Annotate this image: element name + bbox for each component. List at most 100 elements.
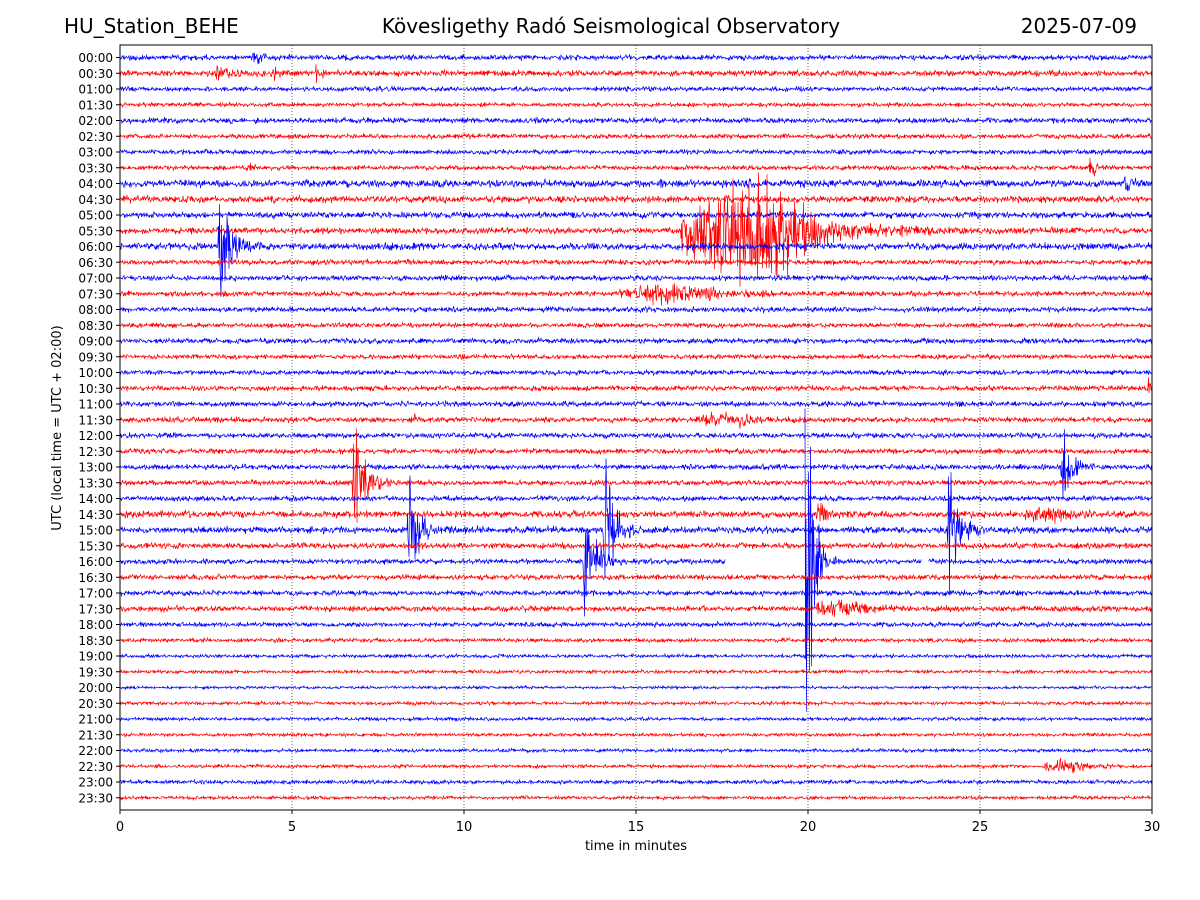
- trace-1430: [119, 502, 1153, 524]
- trace-0200: [119, 116, 1153, 125]
- trace-1330: [119, 428, 1153, 523]
- y-tick-label: 19:00: [78, 650, 113, 664]
- y-tick-label: 22:30: [78, 760, 113, 774]
- y-tick-label: 01:00: [78, 83, 113, 97]
- y-tick-label: 14:00: [78, 492, 113, 506]
- trace-0430: [119, 194, 1153, 205]
- trace-1030: [119, 377, 1153, 394]
- trace-1600: [119, 408, 1153, 712]
- y-tick-label: 21:00: [78, 713, 113, 727]
- trace-1900: [119, 652, 1153, 660]
- trace-2030: [119, 699, 1153, 707]
- trace-0100: [119, 84, 1153, 93]
- y-tick-label: 08:00: [78, 303, 113, 317]
- x-axis-ticks: 0 5 10 15 20 25 30: [116, 810, 1160, 835]
- x-tick-label: 10: [456, 820, 473, 835]
- trace-0400: [119, 176, 1152, 192]
- y-tick-label: 04:30: [78, 193, 113, 207]
- y-tick-label: 06:30: [78, 256, 113, 270]
- x-axis-label: time in minutes: [585, 839, 687, 854]
- y-tick-label: 23:00: [78, 776, 113, 790]
- y-tick-label: 07:00: [78, 272, 113, 286]
- trace-1300: [119, 429, 1153, 498]
- y-tick-label: 01:30: [78, 98, 113, 112]
- y-tick-label: 07:30: [78, 287, 113, 301]
- y-tick-label: 22:00: [78, 744, 113, 758]
- trace-0600: [119, 204, 1153, 297]
- trace-0730: [119, 283, 1153, 306]
- trace-2130: [119, 731, 1153, 738]
- trace-0500: [119, 210, 1153, 221]
- y-tick-label: 19:30: [78, 665, 113, 679]
- y-tick-label: 11:30: [78, 413, 113, 427]
- trace-2100: [119, 715, 1153, 723]
- y-tick-label: 15:00: [78, 524, 113, 538]
- trace-0700: [119, 273, 1153, 283]
- y-tick-label: 03:00: [78, 146, 113, 160]
- y-tick-label: 13:00: [78, 461, 113, 475]
- y-tick-label: 10:00: [78, 366, 113, 380]
- y-tick-label: 13:30: [78, 476, 113, 490]
- trace-0800: [119, 305, 1153, 315]
- trace-2300: [119, 778, 1153, 786]
- x-tick-label: 30: [1144, 820, 1161, 835]
- trace-2230: [119, 758, 1153, 774]
- trace-0530: [119, 172, 1153, 287]
- trace-1400: [119, 494, 1153, 503]
- trace-0130: [119, 101, 1153, 109]
- y-tick-label: 20:30: [78, 697, 113, 711]
- trace-0930: [119, 352, 1153, 361]
- y-tick-label: 10:30: [78, 382, 113, 396]
- trace-0300: [119, 147, 1153, 156]
- y-tick-label: 18:00: [78, 618, 113, 632]
- y-tick-label: 04:00: [78, 177, 113, 191]
- trace-2000: [119, 684, 1153, 691]
- y-tick-label: 14:30: [78, 508, 113, 522]
- grid-lines: [291, 45, 981, 810]
- y-axis-label: UTC (local time = UTC + 02:00): [50, 325, 65, 530]
- trace-1100: [119, 399, 1153, 409]
- y-tick-label: 20:00: [78, 681, 113, 695]
- y-tick-label: 11:00: [78, 398, 113, 412]
- trace-0030: [119, 64, 1153, 84]
- trace-0000: [119, 52, 1153, 64]
- y-tick-label: 05:30: [78, 224, 113, 238]
- x-tick-label: 20: [800, 820, 817, 835]
- seismic-traces: [119, 52, 1153, 802]
- trace-1500: [119, 458, 1153, 595]
- y-tick-label: 17:00: [78, 587, 113, 601]
- x-tick-label: 0: [116, 820, 124, 835]
- trace-1700: [119, 588, 1153, 598]
- trace-1800: [119, 620, 1153, 629]
- y-tick-label: 18:30: [78, 634, 113, 648]
- chart-title: Kövesligethy Radó Seismological Observat…: [381, 14, 841, 38]
- y-tick-label: 16:30: [78, 571, 113, 585]
- y-tick-label: 12:00: [78, 429, 113, 443]
- y-tick-label: 00:00: [78, 51, 113, 65]
- trace-0900: [119, 336, 1153, 346]
- y-tick-label: 03:30: [78, 161, 113, 175]
- trace-2330: [119, 794, 1153, 802]
- y-tick-label: 00:30: [78, 67, 113, 81]
- chart-date: 2025-07-09: [1020, 14, 1137, 38]
- trace-1530: [119, 541, 1153, 550]
- y-tick-label: 16:00: [78, 555, 113, 569]
- trace-1730: [119, 599, 1153, 617]
- trace-1000: [119, 368, 1153, 377]
- y-tick-label: 02:30: [78, 130, 113, 144]
- trace-1630: [119, 573, 1153, 582]
- trace-2200: [119, 747, 1153, 754]
- y-tick-label: 23:30: [78, 791, 113, 805]
- trace-1930: [119, 668, 1153, 676]
- trace-1230: [119, 447, 1153, 456]
- trace-0830: [119, 321, 1153, 330]
- y-tick-label: 05:00: [78, 209, 113, 223]
- x-tick-label: 25: [972, 820, 989, 835]
- y-tick-label: 15:30: [78, 539, 113, 553]
- station-name: HU_Station_BEHE: [64, 14, 239, 38]
- trace-1200: [119, 431, 1153, 440]
- trace-0330: [119, 157, 1153, 177]
- x-tick-label: 5: [288, 820, 296, 835]
